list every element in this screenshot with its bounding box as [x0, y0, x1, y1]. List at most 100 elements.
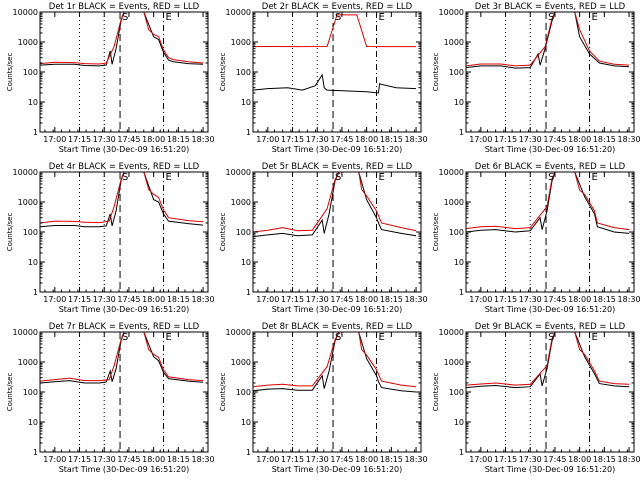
y-tick-label: 1000 — [18, 358, 38, 367]
start-marker-label: S — [122, 12, 128, 23]
y-tick-label: 100 — [236, 388, 251, 397]
y-tick-label: 100 — [23, 68, 38, 77]
y-tick-label: 10000 — [226, 328, 251, 337]
y-tick-label: 1 — [459, 128, 464, 137]
x-tick-label: 17:30 — [93, 455, 116, 464]
x-tick-label: 18:15 — [167, 295, 190, 304]
chart-panel-5: 1 10 100 1000 10000 17:00 17:15 17:30 17:45 18:00… — [219, 162, 428, 314]
x-tick-label: 18:00 — [355, 455, 378, 464]
y-tick-label: 1000 — [444, 358, 464, 367]
y-tick-label: 100 — [236, 228, 251, 237]
chart-title: Det 6r BLACK = Events, RED = LLD — [475, 162, 626, 172]
x-tick-label: 17:15 — [68, 295, 91, 304]
y-tick-label: 1 — [246, 288, 251, 297]
x-tick-label: 18:15 — [380, 295, 403, 304]
x-tick-label: 17:30 — [306, 455, 329, 464]
y-tick-label: 10 — [28, 98, 38, 107]
x-tick-label: 18:30 — [405, 135, 428, 144]
x-axis-label: Start Time (30-Dec-09 16:51:20) — [272, 305, 403, 314]
x-tick-label: 17:15 — [281, 135, 304, 144]
chart-panel-6: 1 10 100 1000 10000 17:00 17:15 17:30 17:45 18:00… — [432, 162, 640, 314]
y-tick-label: 10 — [241, 258, 251, 267]
x-tick-label: 18:30 — [618, 455, 640, 464]
plot-frame — [252, 11, 422, 133]
x-tick-label: 18:30 — [192, 135, 215, 144]
start-marker-label: S — [548, 172, 554, 183]
x-tick-label: 17:00 — [256, 135, 279, 144]
x-tick-label: 17:45 — [330, 135, 353, 144]
x-axis-label: Start Time (30-Dec-09 16:51:20) — [485, 145, 616, 154]
y-axis-label: Counts/sec — [6, 53, 14, 92]
y-tick-label: 10000 — [439, 168, 464, 177]
chart-title: Det 5r BLACK = Events, RED = LLD — [262, 162, 413, 172]
y-tick-label: 1000 — [231, 198, 251, 207]
y-tick-label: 1 — [459, 288, 464, 297]
x-tick-label: 18:00 — [142, 295, 165, 304]
y-tick-label: 10000 — [13, 8, 38, 17]
start-marker-label: S — [548, 12, 554, 23]
y-tick-label: 1 — [246, 448, 251, 457]
x-tick-label: 18:15 — [167, 455, 190, 464]
x-tick-label: 17:45 — [543, 295, 566, 304]
y-tick-label: 10000 — [13, 328, 38, 337]
y-tick-label: 100 — [236, 68, 251, 77]
plot-frame — [39, 171, 209, 293]
y-tick-label: 1000 — [18, 198, 38, 207]
x-tick-label: 18:30 — [618, 135, 640, 144]
start-marker-label: S — [122, 172, 128, 183]
x-tick-label: 18:30 — [618, 295, 640, 304]
y-tick-label: 1 — [459, 448, 464, 457]
x-tick-label: 17:45 — [543, 135, 566, 144]
end-marker-label: E — [592, 12, 598, 23]
x-axis-label: Start Time (30-Dec-09 16:51:20) — [59, 145, 190, 154]
y-axis-label: Counts/sec — [6, 213, 14, 252]
chart-panel-3: 1 10 100 1000 10000 17:00 17:15 17:30 17:45 18:00… — [432, 2, 640, 154]
x-tick-label: 17:45 — [117, 135, 140, 144]
y-tick-label: 1000 — [231, 38, 251, 47]
x-tick-label: 18:30 — [405, 295, 428, 304]
chart-title: Det 7r BLACK = Events, RED = LLD — [49, 322, 200, 332]
plot-frame — [39, 11, 209, 133]
chart-title: Det 3r BLACK = Events, RED = LLD — [475, 2, 626, 12]
chart-panel-7: 1 10 100 1000 10000 17:00 17:15 17:30 17:45 18:00… — [6, 322, 215, 474]
y-tick-label: 1000 — [18, 38, 38, 47]
y-tick-label: 100 — [449, 388, 464, 397]
x-tick-label: 17:30 — [519, 455, 542, 464]
x-tick-label: 17:15 — [494, 135, 517, 144]
y-tick-label: 100 — [23, 388, 38, 397]
x-tick-label: 17:15 — [68, 455, 91, 464]
start-marker-label: S — [335, 12, 341, 23]
x-tick-label: 18:30 — [192, 455, 215, 464]
x-tick-label: 18:00 — [568, 455, 591, 464]
x-tick-label: 17:00 — [43, 455, 66, 464]
series-events-line — [465, 171, 630, 234]
y-axis-label: Counts/sec — [6, 373, 14, 412]
x-tick-label: 18:15 — [593, 135, 616, 144]
series-lld-line — [465, 11, 630, 67]
chart-title: Det 9r BLACK = Events, RED = LLD — [475, 322, 626, 332]
start-marker-label: S — [548, 332, 554, 343]
y-tick-label: 10 — [241, 418, 251, 427]
chart-panel-4: 1 10 100 1000 10000 17:00 17:15 17:30 17:45 18:00… — [6, 162, 215, 314]
chart-panel-2: 1 10 100 1000 10000 17:00 17:15 17:30 17:45 18:00… — [219, 2, 428, 154]
y-tick-label: 100 — [23, 228, 38, 237]
y-tick-label: 10 — [28, 258, 38, 267]
end-marker-label: E — [379, 172, 385, 183]
x-tick-label: 17:00 — [469, 295, 492, 304]
series-events-line — [465, 11, 630, 69]
x-tick-label: 17:15 — [281, 455, 304, 464]
x-tick-label: 17:15 — [281, 295, 304, 304]
x-tick-label: 18:15 — [593, 455, 616, 464]
y-tick-label: 1000 — [444, 38, 464, 47]
y-tick-label: 10000 — [226, 168, 251, 177]
y-tick-label: 10000 — [439, 8, 464, 17]
x-tick-label: 18:15 — [167, 135, 190, 144]
chart-title: Det 8r BLACK = Events, RED = LLD — [262, 322, 413, 332]
x-tick-label: 17:00 — [43, 295, 66, 304]
y-tick-label: 1 — [33, 128, 38, 137]
end-marker-label: E — [592, 332, 598, 343]
x-tick-label: 17:00 — [43, 135, 66, 144]
series-events-line — [39, 171, 204, 228]
x-tick-label: 18:30 — [192, 295, 215, 304]
